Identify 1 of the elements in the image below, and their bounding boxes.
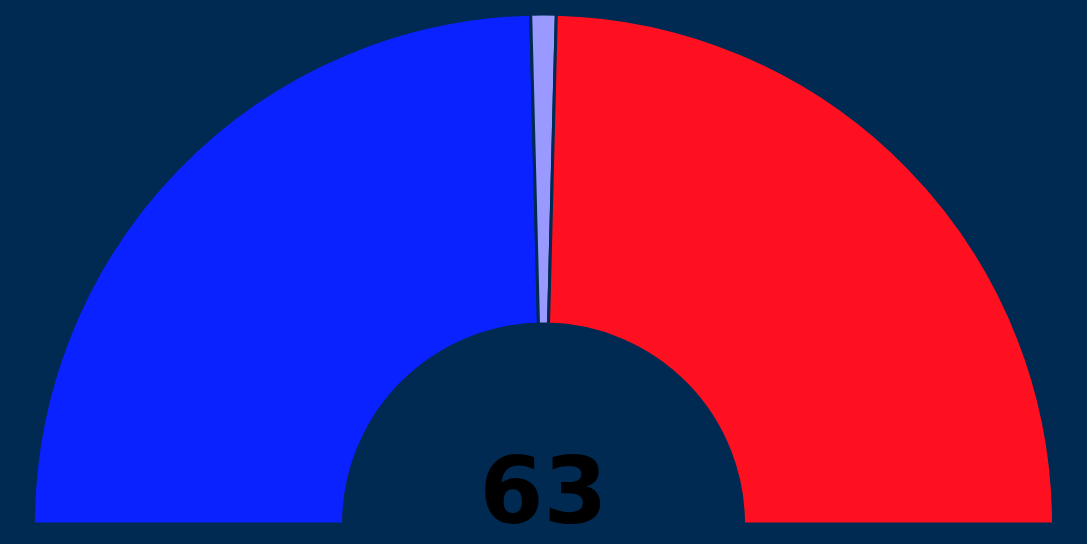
text: 63 (479, 437, 608, 544)
